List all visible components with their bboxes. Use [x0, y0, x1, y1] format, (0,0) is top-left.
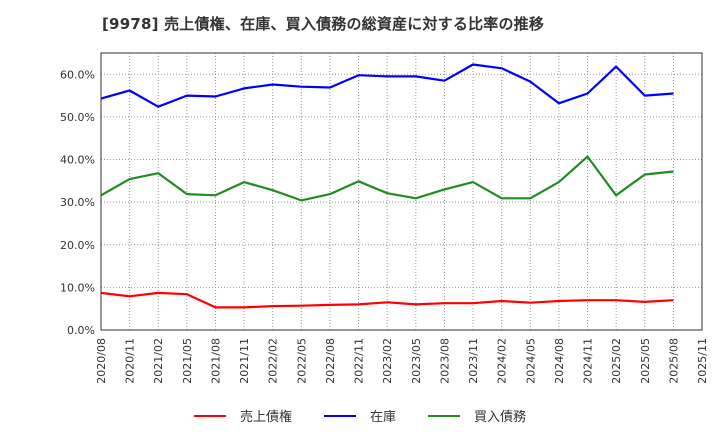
- x-tick-label: 2025/02: [610, 338, 623, 384]
- x-tick-label: 2025/11: [696, 338, 709, 384]
- grid-lines: [101, 53, 703, 330]
- x-tick-label: 2021/05: [181, 338, 194, 384]
- x-tick-label: 2025/08: [667, 338, 680, 384]
- x-tick-label: 2022/08: [324, 338, 337, 384]
- x-tick-label: 2025/05: [639, 338, 652, 384]
- plot-frame: [100, 52, 703, 331]
- x-tick-label: 2020/08: [95, 338, 108, 384]
- x-tick-label: 2023/02: [381, 338, 394, 384]
- legend-swatch-red: [193, 414, 226, 417]
- x-tick-label: 2024/02: [496, 338, 509, 384]
- x-tick-label: 2023/08: [438, 338, 451, 384]
- legend-item-inventory: 在庫: [323, 406, 396, 425]
- legend-label: 買入債務: [474, 410, 527, 425]
- x-axis: 2020/08 2020/11 2021/02 2021/05 2021/08 2021/…: [95, 338, 709, 384]
- legend-swatch-blue: [323, 414, 356, 417]
- legend: 売上債権 在庫 買入債務: [0, 406, 720, 425]
- series-line-payables: [100, 155, 674, 202]
- x-tick-label: 2022/05: [295, 338, 308, 384]
- x-tick-label: 2024/11: [582, 338, 595, 384]
- series-line-receivables: [100, 291, 674, 309]
- x-tick-label: 2023/05: [410, 338, 423, 384]
- legend-item-receivables: 売上債権: [193, 406, 292, 425]
- y-axis: 0.0% 10.0% 20.0% 30.0% 40.0% 50.0% 60.0%: [60, 68, 95, 337]
- x-tick-label: 2020/11: [124, 338, 137, 384]
- x-tick-label: 2021/02: [152, 338, 165, 384]
- y-tick-label: 60.0%: [60, 68, 95, 81]
- series-line-inventory: [100, 63, 674, 108]
- x-tick-label: 2024/05: [524, 338, 537, 384]
- legend-label: 売上債権: [239, 410, 292, 425]
- y-tick-label: 40.0%: [60, 154, 95, 167]
- legend-item-payables: 買入債務: [428, 406, 526, 425]
- y-tick-label: 20.0%: [60, 239, 95, 252]
- x-tick-label: 2022/02: [267, 338, 280, 384]
- y-tick-label: 10.0%: [60, 281, 95, 294]
- y-tick-label: 50.0%: [60, 111, 95, 124]
- legend-swatch-green: [428, 414, 460, 417]
- y-tick-label: 0.0%: [67, 324, 95, 337]
- x-tick-label: 2024/08: [553, 338, 566, 384]
- y-tick-label: 30.0%: [60, 196, 95, 209]
- x-tick-label: 2022/11: [353, 338, 366, 384]
- legend-label: 在庫: [369, 410, 396, 425]
- chart-title: [9978] 売上債権、在庫、買入債務の総資産に対する比率の推移: [102, 15, 545, 33]
- x-tick-label: 2021/08: [209, 338, 222, 384]
- x-tick-label: 2023/11: [467, 338, 480, 384]
- series-lines: [100, 63, 674, 309]
- x-tick-label: 2021/11: [238, 338, 251, 384]
